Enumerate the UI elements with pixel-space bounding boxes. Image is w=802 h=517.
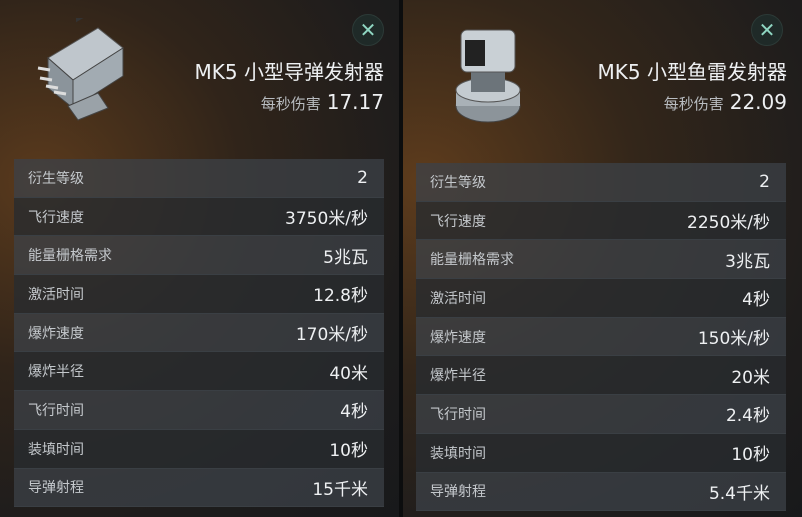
stat-label: 导弹射程	[430, 484, 486, 501]
stat-value: 15千米	[312, 479, 368, 500]
torpedo-launcher-icon	[455, 29, 521, 123]
dps-value: 22.09	[729, 90, 787, 114]
stat-label: 爆炸速度	[28, 325, 84, 342]
stat-value: 5兆瓦	[323, 247, 368, 268]
stat-label: 爆炸半径	[430, 368, 486, 385]
stats-table: 衍生等级 2 飞行速度 2250米/秒能量栅格需求 3兆瓦激活时间 4秒爆炸速度 150米/…	[416, 163, 786, 512]
stat-row: 飞行时间 2.4秒	[416, 395, 786, 434]
item-title: MK5 小型鱼雷发射器	[597, 60, 787, 84]
stat-value: 4秒	[742, 290, 770, 311]
close-icon: ✕	[359, 18, 377, 42]
stat-label: 导弹射程	[28, 480, 84, 497]
stat-value: 3750米/秒	[285, 209, 368, 230]
stat-row: 导弹射程 15千米	[14, 468, 384, 508]
close-button[interactable]: ✕	[352, 14, 384, 46]
torpedo-launcher-panel: ✕ MK5 小型鱼雷发射器 每秒伤害 22.09 衍生等级 2 飞行速度 2250米/秒…	[403, 0, 802, 517]
stats-table: 衍生等级 2 飞行速度 3750米/秒能量栅格需求 5兆瓦激活时间 12.8秒爆炸速度 17…	[14, 159, 384, 508]
stat-value: 2	[759, 171, 770, 192]
stat-label: 激活时间	[28, 286, 84, 303]
stat-value: 2250米/秒	[687, 213, 770, 234]
missile-launcher-panel: ✕ MK5 小型导弹发射器 每秒伤害 17.17 衍生等级 2 飞行速度 3750米/秒…	[0, 0, 399, 517]
stat-row: 爆炸半径 20米	[416, 356, 786, 396]
stat-label: 激活时间	[430, 290, 486, 307]
stat-value: 150米/秒	[697, 329, 770, 350]
stat-label: 飞行时间	[28, 402, 84, 419]
close-icon: ✕	[758, 18, 776, 42]
stat-row: 飞行速度 2250米/秒	[416, 201, 786, 241]
dps-label: 每秒伤害	[663, 95, 724, 113]
stat-row: 导弹射程 5.4千米	[416, 472, 786, 512]
stat-value: 2.4秒	[725, 406, 770, 427]
stat-value: 4秒	[340, 402, 368, 423]
stat-value: 10秒	[329, 441, 368, 462]
stat-label: 装填时间	[430, 445, 486, 462]
dps: 每秒伤害 17.17	[261, 90, 384, 114]
stat-label: 爆炸半径	[28, 364, 84, 381]
stat-row: 爆炸半径 40米	[14, 352, 384, 392]
missile-launcher-icon	[37, 18, 124, 121]
stat-row: 装填时间 10秒	[14, 429, 384, 469]
stat-label: 爆炸速度	[430, 329, 486, 346]
stat-label: 能量栅格需求	[430, 252, 514, 269]
stat-value: 12.8秒	[313, 286, 368, 307]
stat-label: 衍生等级	[430, 174, 486, 191]
stat-row: 飞行时间 4秒	[14, 391, 384, 430]
stat-value: 40米	[329, 363, 368, 384]
stat-label: 衍生等级	[28, 170, 84, 187]
close-button[interactable]: ✕	[751, 14, 783, 46]
stat-row: 衍生等级 2	[416, 163, 786, 202]
dps-value: 17.17	[326, 90, 384, 114]
stat-value: 20米	[731, 367, 770, 388]
stat-row: 激活时间 4秒	[416, 279, 786, 318]
stat-value: 170米/秒	[295, 325, 368, 346]
stat-row: 衍生等级 2	[14, 159, 384, 198]
item-title: MK5 小型导弹发射器	[194, 60, 384, 84]
dps-label: 每秒伤害	[260, 95, 321, 113]
stat-value: 10秒	[731, 445, 770, 466]
stat-row: 爆炸速度 170米/秒	[14, 313, 384, 353]
stat-label: 飞行速度	[430, 213, 486, 230]
stat-row: 激活时间 12.8秒	[14, 275, 384, 314]
divider	[399, 0, 403, 517]
dps: 每秒伤害 22.09	[664, 90, 787, 114]
stat-label: 飞行时间	[430, 406, 486, 423]
stat-label: 能量栅格需求	[28, 248, 112, 265]
stat-row: 能量栅格需求 3兆瓦	[416, 240, 786, 280]
stat-row: 能量栅格需求 5兆瓦	[14, 236, 384, 276]
stat-value: 5.4千米	[708, 483, 770, 504]
stat-label: 装填时间	[28, 441, 84, 458]
stat-row: 飞行速度 3750米/秒	[14, 197, 384, 237]
stat-label: 飞行速度	[28, 209, 84, 226]
stat-value: 3兆瓦	[725, 251, 770, 272]
stat-row: 装填时间 10秒	[416, 433, 786, 473]
stat-value: 2	[357, 167, 368, 188]
stat-row: 爆炸速度 150米/秒	[416, 317, 786, 357]
